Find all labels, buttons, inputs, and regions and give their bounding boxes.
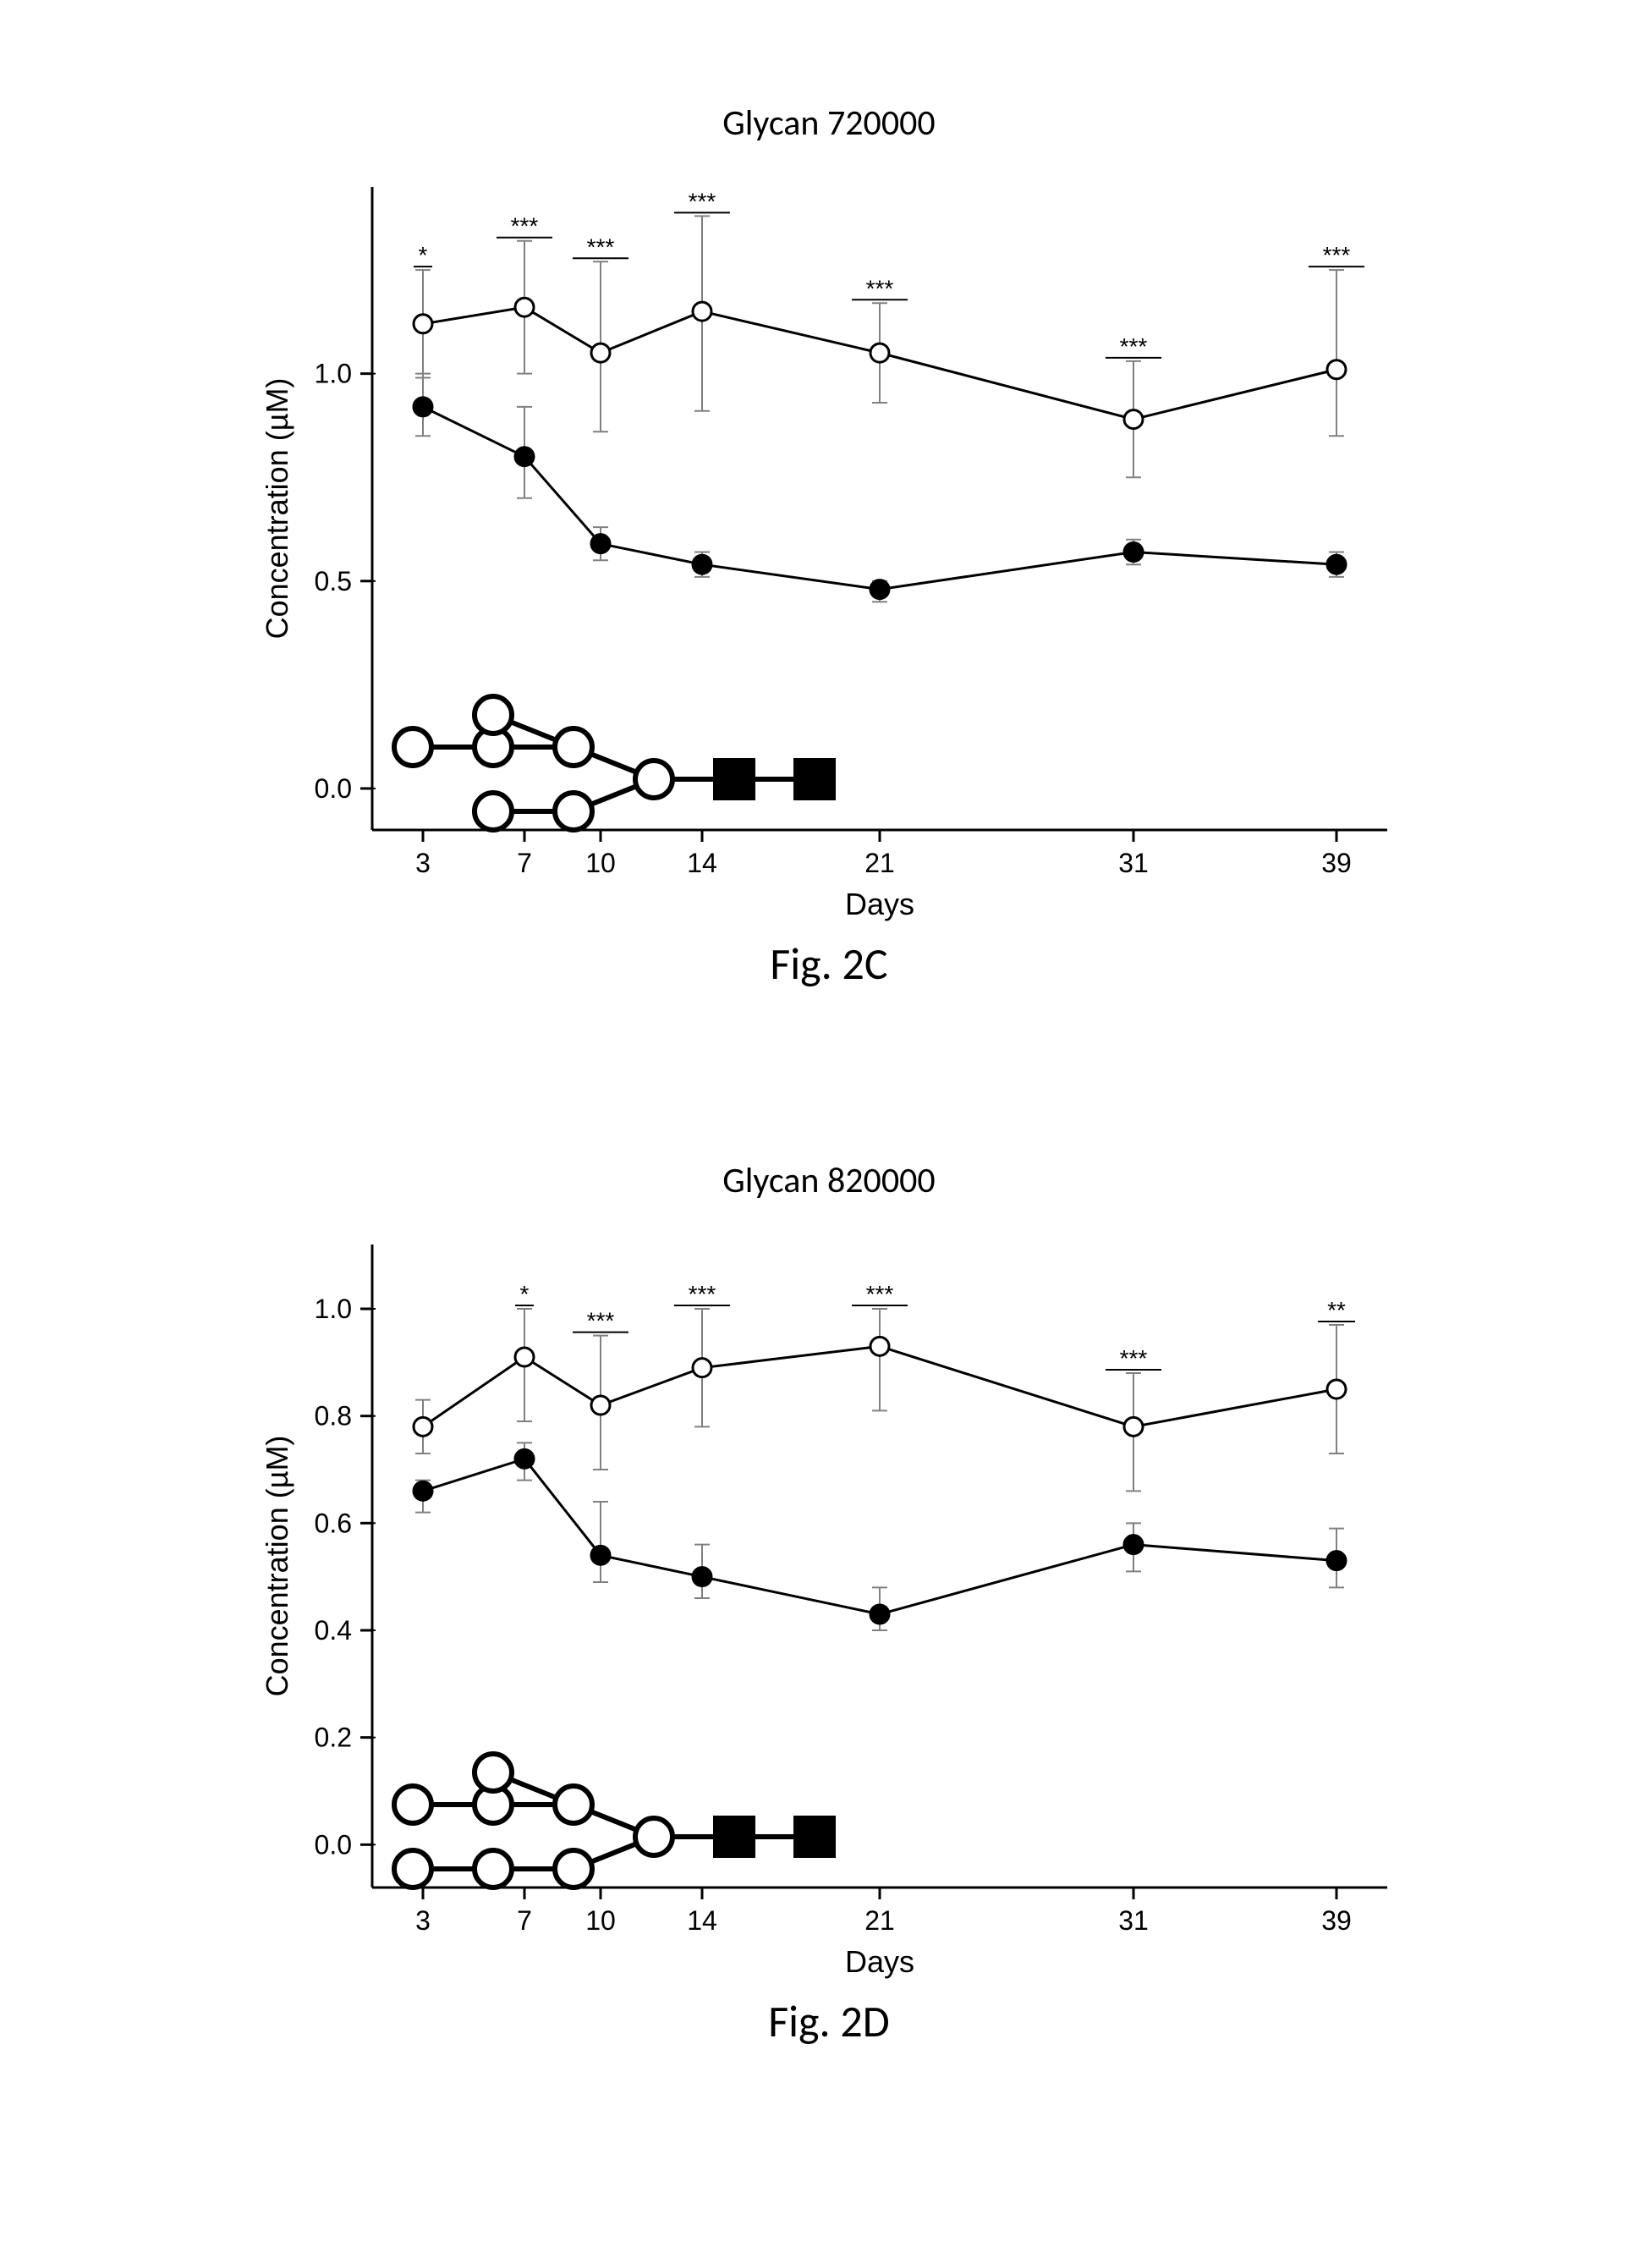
figure-label: Fig. 2C: [237, 937, 1421, 991]
figure-label: Fig. 2D: [237, 1994, 1421, 2048]
svg-text:3: 3: [415, 1905, 431, 1936]
chart-plot-area: 0.0 0.5 1.0 3 7 10 14 21 31 39 Days Concentration (…: [237, 153, 1421, 931]
chart-title: Glycan 820000: [237, 1159, 1421, 1202]
svg-text:**: **: [1327, 1297, 1346, 1323]
svg-text:0.8: 0.8: [315, 1401, 352, 1431]
svg-text:***: ***: [689, 188, 716, 214]
svg-text:31: 31: [1118, 1905, 1149, 1936]
svg-text:Days: Days: [845, 887, 914, 921]
svg-text:***: ***: [587, 234, 615, 260]
svg-text:10: 10: [585, 1905, 616, 1936]
svg-text:Concentration (µM): Concentration (µM): [260, 378, 294, 640]
svg-text:10: 10: [585, 848, 616, 878]
chart-2d: Glycan 820000 0.0 0.2 0.4 0.6 0.8 1.0 3 7 10 14 21…: [237, 1159, 1421, 2048]
glycan-diagram: [394, 1754, 833, 1888]
svg-text:39: 39: [1321, 848, 1352, 878]
svg-text:31: 31: [1118, 848, 1149, 878]
svg-text:21: 21: [864, 1905, 895, 1936]
svg-text:***: ***: [511, 213, 539, 239]
svg-text:7: 7: [517, 848, 532, 878]
svg-text:7: 7: [517, 1905, 532, 1936]
svg-text:***: ***: [866, 275, 894, 301]
svg-text:0.0: 0.0: [315, 1829, 352, 1860]
svg-text:14: 14: [687, 1905, 717, 1936]
svg-text:***: ***: [689, 1281, 716, 1307]
svg-text:39: 39: [1321, 1905, 1352, 1936]
svg-text:14: 14: [687, 848, 717, 878]
glycan-diagram: [394, 696, 833, 830]
svg-text:0.2: 0.2: [315, 1723, 352, 1753]
svg-text:0.6: 0.6: [315, 1508, 352, 1538]
svg-text:0.0: 0.0: [315, 773, 352, 804]
svg-text:*: *: [419, 242, 428, 268]
svg-text:3: 3: [415, 848, 431, 878]
svg-text:***: ***: [1120, 1345, 1148, 1371]
svg-text:1.0: 1.0: [315, 359, 352, 389]
svg-text:*: *: [520, 1281, 530, 1307]
chart-2c: Glycan 720000 0.0 0.5 1.0 3 7 10 14 21 31 39 Days C…: [237, 102, 1421, 991]
chart-title: Glycan 720000: [237, 102, 1421, 145]
svg-text:Concentration (µM): Concentration (µM): [260, 1436, 294, 1697]
svg-text:***: ***: [1120, 333, 1148, 360]
svg-text:0.4: 0.4: [315, 1615, 352, 1646]
chart-plot-area: 0.0 0.2 0.4 0.6 0.8 1.0 3 7 10 14 21 31 39 Days Concen…: [237, 1211, 1421, 1989]
svg-text:Days: Days: [845, 1944, 914, 1979]
svg-text:***: ***: [866, 1281, 894, 1307]
svg-text:21: 21: [864, 848, 895, 878]
svg-text:1.0: 1.0: [315, 1294, 352, 1324]
svg-text:***: ***: [1323, 242, 1351, 268]
svg-text:0.5: 0.5: [315, 566, 352, 596]
svg-text:***: ***: [587, 1308, 615, 1334]
